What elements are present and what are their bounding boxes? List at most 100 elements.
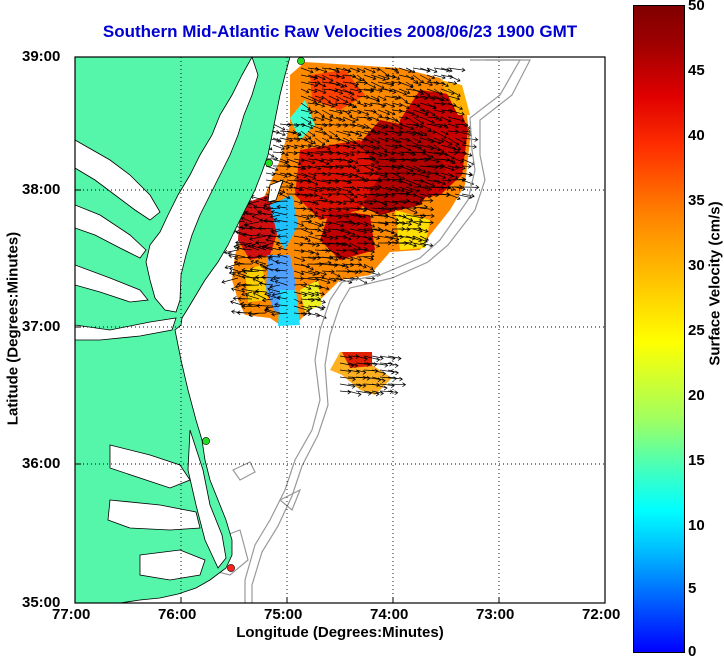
velocity-arrow xyxy=(371,362,389,368)
velocity-arrow xyxy=(335,95,349,104)
velocity-arrow xyxy=(419,151,434,159)
velocity-arrow xyxy=(300,172,317,180)
velocity-arrow xyxy=(321,109,334,117)
velocity-arrow xyxy=(342,228,356,236)
velocity-arrow xyxy=(433,172,446,179)
velocity-arrow xyxy=(371,376,386,383)
velocity-arrow xyxy=(335,248,347,253)
velocity-arrow xyxy=(276,295,288,300)
velocity-arrow xyxy=(349,262,363,267)
velocity-arrow xyxy=(307,95,322,103)
velocity-arrow xyxy=(419,213,435,219)
velocity-arrow xyxy=(355,369,367,375)
velocity-arrow xyxy=(419,193,432,199)
velocity-arrow xyxy=(419,235,429,241)
velocity-arrow xyxy=(244,210,260,216)
velocity-arrow xyxy=(370,130,381,135)
station-north-marker xyxy=(297,57,305,65)
velocity-arrow xyxy=(405,94,419,100)
velocity-arrow xyxy=(377,123,389,129)
velocity-arrow xyxy=(398,165,414,173)
velocity-arrow xyxy=(363,102,373,107)
velocity-arrow xyxy=(300,284,312,291)
velocity-arrow xyxy=(269,284,281,289)
velocity-arrow xyxy=(342,247,358,253)
velocity-arrow xyxy=(321,150,334,156)
velocity-arrow xyxy=(314,242,331,247)
velocity-arrow xyxy=(419,156,432,161)
velocity-arrow xyxy=(342,269,359,275)
velocity-arrow xyxy=(335,102,352,107)
velocity-arrow xyxy=(267,257,281,265)
velocity-arrow xyxy=(293,291,308,297)
velocity-arrow xyxy=(412,193,424,200)
velocity-arrow xyxy=(328,227,345,233)
velocity-arrow xyxy=(356,228,374,234)
velocity-arrow xyxy=(391,234,404,240)
grid-lines xyxy=(75,57,605,603)
velocity-arrow xyxy=(321,228,332,233)
velocity-arrow xyxy=(272,275,288,280)
velocity-arrow xyxy=(371,355,384,361)
x-tick-label: 73:00 xyxy=(476,606,515,623)
velocity-arrow xyxy=(230,287,246,293)
velocity-arrow xyxy=(321,102,335,109)
velocity-arrow xyxy=(447,88,461,97)
velocity-arrow xyxy=(419,198,434,203)
x-tick-label: 75:00 xyxy=(264,606,303,623)
velocity-arrow xyxy=(314,67,328,74)
velocity-arrow xyxy=(356,221,369,227)
velocity-arrow xyxy=(419,123,432,131)
velocity-arrow xyxy=(398,123,415,131)
plot-frame xyxy=(74,56,606,604)
velocity-arrow xyxy=(272,172,288,178)
velocity-arrow xyxy=(433,74,446,80)
velocity-arrow xyxy=(235,242,253,248)
velocity-arrow xyxy=(440,123,449,129)
velocity-arrow xyxy=(461,172,474,177)
colorbar-tick: 15 xyxy=(688,452,705,469)
velocity-arrow xyxy=(391,88,407,96)
velocity-arrow xyxy=(377,137,389,143)
velocity-arrow xyxy=(321,122,333,128)
velocity-arrow xyxy=(356,74,365,82)
velocity-arrow xyxy=(370,242,381,248)
velocity-arrow xyxy=(300,305,313,311)
velocity-arrow xyxy=(300,81,319,88)
velocity-arrow xyxy=(342,73,357,79)
y-tick-label: 39:00 xyxy=(22,48,61,65)
velocity-arrow xyxy=(259,263,274,272)
velocity-arrow xyxy=(342,242,352,248)
velocity-arrow xyxy=(300,137,314,145)
velocity-arrow xyxy=(412,165,426,173)
velocity-arrow xyxy=(293,311,307,317)
chesapeake-bay xyxy=(75,57,284,581)
velocity-arrow xyxy=(314,179,332,185)
velocity-arrow xyxy=(426,192,440,198)
velocity-arrow xyxy=(328,109,343,115)
colorbar-tick: 20 xyxy=(688,387,705,404)
velocity-arrow xyxy=(328,130,339,138)
velocity-arrow xyxy=(224,263,239,270)
velocity-arrow xyxy=(371,390,385,396)
velocity-arrow xyxy=(314,81,327,88)
velocity-arrow xyxy=(258,210,274,216)
velocity-arrow xyxy=(307,74,319,80)
velocity-arrow xyxy=(243,244,260,251)
velocity-arrow xyxy=(307,158,325,163)
velocity-arrow xyxy=(426,171,440,176)
velocity-arrow xyxy=(363,390,380,397)
velocity-arrow xyxy=(321,220,332,226)
velocity-arrow xyxy=(384,214,399,222)
velocity-arrow xyxy=(293,270,305,276)
velocity-arrow xyxy=(440,151,456,160)
y-tick-label: 37:00 xyxy=(22,318,61,335)
velocity-arrow xyxy=(286,172,299,179)
velocity-arrow xyxy=(447,95,461,101)
velocity-arrow xyxy=(412,221,422,227)
velocity-arrow xyxy=(271,228,288,235)
velocity-arrow xyxy=(335,151,350,157)
velocity-arrow xyxy=(300,88,310,94)
velocity-arrow xyxy=(335,81,348,88)
velocity-arrow xyxy=(256,303,274,309)
